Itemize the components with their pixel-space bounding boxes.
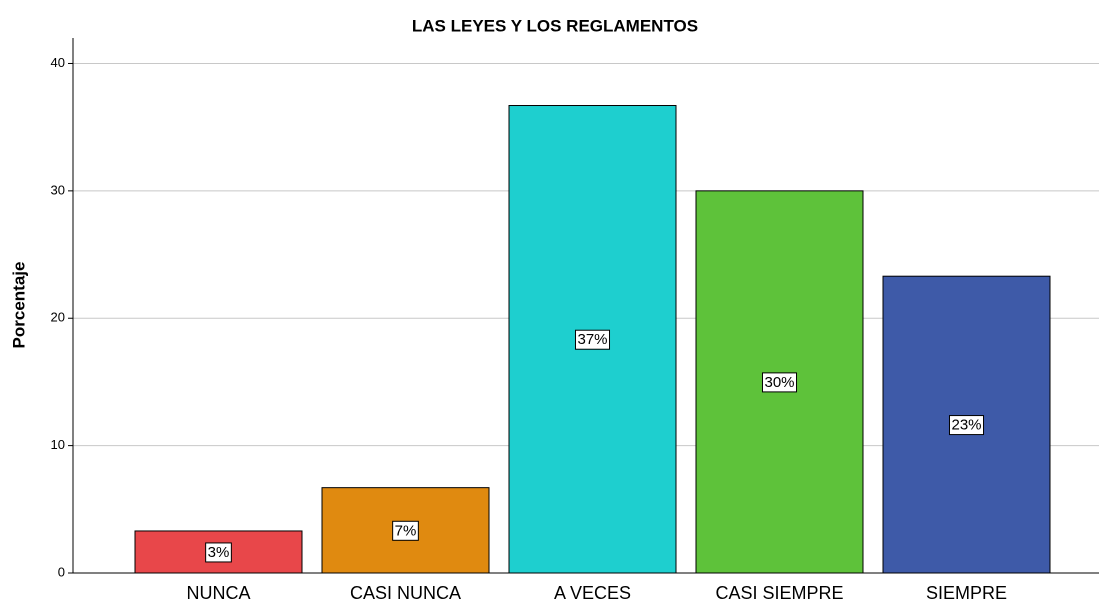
x-tick-label: A VECES: [554, 583, 631, 603]
value-label-box: [948, 415, 985, 436]
value-label-box: [761, 372, 798, 393]
x-tick-label: SIEMPRE: [926, 583, 1007, 603]
x-tick-label: CASI NUNCA: [350, 583, 461, 603]
y-tick-label: 0: [58, 564, 65, 579]
chart-title: LAS LEYES Y LOS REGLAMENTOS: [412, 16, 698, 35]
value-label-box: [574, 329, 611, 350]
value-label: 3%: [208, 544, 230, 561]
y-tick-label: 40: [51, 55, 65, 70]
y-tick-label: 10: [51, 437, 65, 452]
x-tick-label: NUNCA: [186, 583, 250, 603]
value-label-box: [205, 542, 232, 563]
y-tick-label: 30: [51, 182, 65, 197]
value-label: 7%: [395, 522, 417, 539]
value-label-box: [392, 520, 419, 541]
x-tick-label: CASI SIEMPRE: [715, 583, 843, 603]
y-axis-label: Porcentaje: [9, 262, 28, 349]
value-label: 30%: [764, 374, 794, 391]
value-label: 23%: [951, 417, 981, 434]
y-tick-label: 20: [51, 310, 65, 325]
value-label: 37%: [577, 331, 607, 348]
